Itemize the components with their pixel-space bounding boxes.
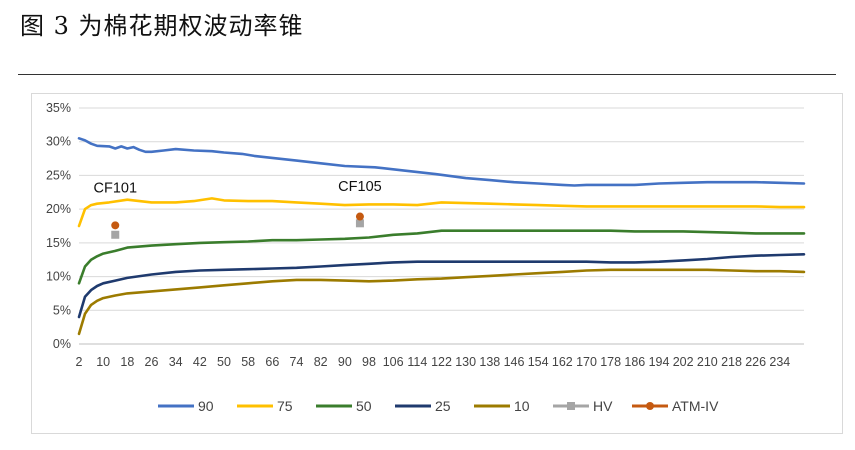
y-tick-label: 5%	[53, 303, 71, 317]
legend-label-90: 90	[198, 398, 214, 414]
x-tick-label: 226	[745, 355, 766, 369]
x-tick-label: 194	[649, 355, 670, 369]
title-divider	[18, 74, 836, 75]
point-atm-iv	[111, 221, 120, 230]
legend-label-hv: HV	[593, 398, 613, 414]
x-tick-label: 50	[217, 355, 231, 369]
point-hv	[111, 230, 120, 239]
x-tick-label: 98	[362, 355, 376, 369]
legend-label-75: 75	[277, 398, 293, 414]
grid-layer	[79, 107, 804, 345]
x-tick-label: 234	[769, 355, 790, 369]
x-tick-label: 170	[576, 355, 597, 369]
series-line-10	[77, 268, 806, 336]
y-tick-label: 15%	[46, 236, 71, 250]
x-tick-label: 122	[431, 355, 452, 369]
x-tick-label: 114	[407, 355, 427, 369]
legend-label-50: 50	[356, 398, 372, 414]
x-tick-label: 178	[600, 355, 621, 369]
annotation-cf105: CF105	[338, 179, 382, 195]
figure-title: 图 3 为棉花期权波动率锥	[20, 12, 304, 40]
series-line-75	[77, 197, 806, 228]
x-tick-label: 34	[169, 355, 183, 369]
x-tick-label: 162	[552, 355, 573, 369]
legend-marker-atm-iv	[646, 402, 654, 410]
y-tick-label: 10%	[46, 270, 71, 284]
points-layer	[111, 212, 364, 239]
x-tick-label: 74	[290, 355, 304, 369]
y-tick-label: 35%	[46, 101, 71, 115]
series-line-25	[77, 253, 806, 319]
x-tick-label: 202	[673, 355, 694, 369]
series-line-50	[77, 229, 806, 285]
x-tick-label: 146	[504, 355, 525, 369]
chart-frame: CF101 CF105 0% 5% 10% 15% 20% 25% 30% 35% 2 10 18 2…	[31, 93, 843, 434]
x-tick-label: 90	[338, 355, 352, 369]
x-tick-label: 138	[479, 355, 500, 369]
point-hv	[355, 219, 364, 228]
y-axis-ticks: 0% 5% 10% 15% 20% 25% 30% 35%	[46, 101, 71, 351]
x-tick-label: 186	[624, 355, 645, 369]
volatility-cone-chart: CF101 CF105 0%5%10%15%20%25%30%35% 2 10 18 2…	[46, 101, 806, 414]
x-tick-label: 10	[96, 355, 110, 369]
x-axis-ticks: 2 10 18 26 34 42 50 58 66 74 82 90 98 106 114 122 130 138…	[76, 355, 791, 369]
annotation-cf101: CF101	[93, 180, 137, 196]
point-atm-iv	[355, 212, 364, 221]
legend: 90 75 50 25 10 HV ATM-IV	[158, 398, 719, 414]
series-layer	[77, 137, 806, 336]
legend-label-25: 25	[435, 398, 451, 414]
y-tick-label: 25%	[46, 168, 71, 182]
x-tick-label: 26	[145, 355, 159, 369]
x-tick-label: 42	[193, 355, 207, 369]
x-tick-label: 58	[241, 355, 255, 369]
x-tick-label: 106	[383, 355, 404, 369]
y-tick-label: 0%	[53, 337, 71, 351]
x-tick-label: 210	[697, 355, 718, 369]
legend-marker-hv	[567, 402, 575, 410]
legend-label-10: 10	[514, 398, 530, 414]
series-line-90	[77, 137, 806, 187]
y-tick-label: 30%	[46, 135, 71, 149]
x-tick-label: 2	[76, 355, 83, 369]
x-tick-label: 154	[528, 355, 549, 369]
legend-label-atm-iv: ATM-IV	[672, 398, 719, 414]
y-tick-label: 20%	[46, 202, 71, 216]
x-tick-label: 66	[265, 355, 279, 369]
x-tick-label: 130	[455, 355, 476, 369]
x-tick-label: 218	[721, 355, 742, 369]
x-tick-label: 82	[314, 355, 328, 369]
annotation-layer: CF101 CF105	[93, 179, 381, 196]
x-tick-label: 18	[120, 355, 134, 369]
